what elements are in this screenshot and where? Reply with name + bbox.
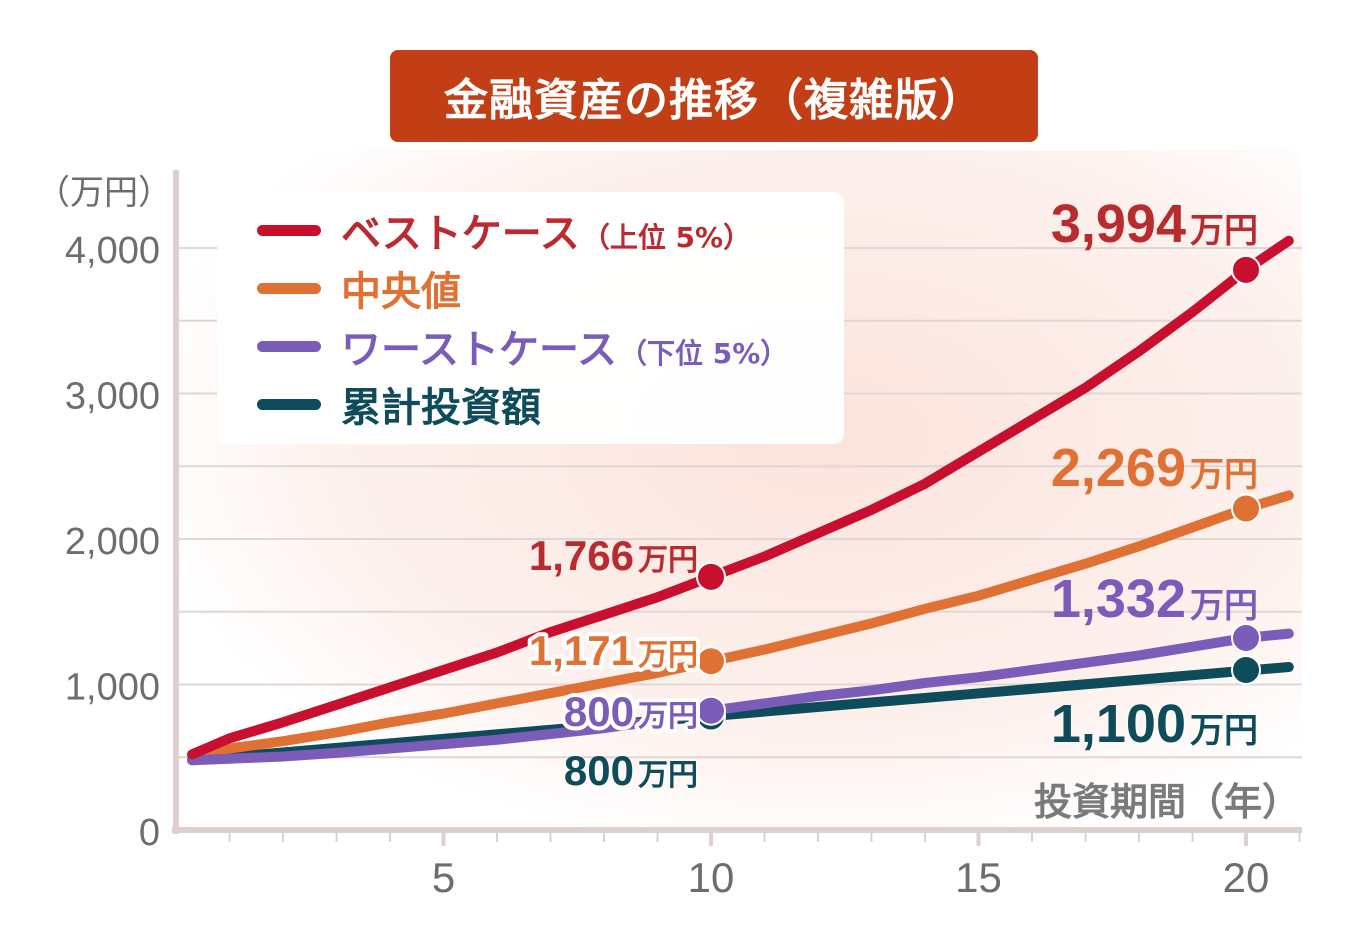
data-label-3: 800 万円 (564, 747, 698, 794)
data-label-unit: 万円 (638, 699, 698, 734)
legend-item-worst: ワーストケース（下位 5%） (257, 316, 788, 376)
data-label-0: 3,994 万円 (1051, 194, 1258, 254)
data-label-unit: 万円 (638, 638, 698, 673)
data-marker-2 (1231, 622, 1261, 653)
data-label-1: 1,171 万円 (529, 627, 698, 674)
series-line-3 (187, 662, 1294, 766)
chart-title: 金融資産の推移（複雑版） (444, 75, 984, 126)
legend-swatch-invested (257, 398, 321, 410)
legend-name-worst: ワーストケース (341, 327, 617, 373)
data-label-value: 1,766 (529, 532, 634, 579)
data-label-value: 800 (564, 688, 634, 735)
data-label-value: 3,994 (1051, 194, 1186, 254)
legend-swatch-worst (257, 340, 321, 352)
legend-label-median: 中央値 (341, 269, 461, 315)
legend-label-best: ベストケース（上位 5%） (341, 201, 751, 259)
data-label-1: 2,269 万円 (1051, 438, 1258, 498)
data-label-value: 1,171 (529, 627, 634, 674)
legend-item-invested: 累計投資額 (257, 374, 541, 434)
data-marker-2 (696, 695, 726, 726)
data-marker-0 (1231, 254, 1261, 285)
data-label-value: 800 (564, 747, 634, 794)
data-markers (696, 254, 1261, 732)
series-lines (187, 235, 1294, 766)
data-label-2: 1,332 万円 (1051, 569, 1258, 629)
series-line-2 (187, 628, 1294, 766)
legend-suffix-worst: （下位 5%） (619, 337, 789, 370)
data-label-unit: 万円 (1190, 455, 1258, 495)
legend-label-invested: 累計投資額 (341, 385, 541, 431)
axes: 0 1,000 2,000 3,000 4,000 5 10 15 20 （万円） 投資期間（年） (36, 170, 1302, 901)
y-tick-label: 2,000 (65, 521, 160, 563)
x-tick-label: 20 (1223, 854, 1270, 901)
data-label-unit: 万円 (1190, 586, 1258, 626)
data-label-unit: 万円 (1190, 211, 1258, 251)
series-line-1 (187, 490, 1294, 763)
data-label-value: 1,100 (1051, 694, 1186, 754)
y-tick-label: 0 (139, 812, 160, 854)
series-line-0 (187, 235, 1294, 760)
x-axis-label: 投資期間（年） (1034, 780, 1300, 824)
data-label-3: 1,100 万円 (1051, 694, 1258, 754)
data-label-value: 1,332 (1051, 569, 1186, 629)
data-marker-3 (1231, 654, 1261, 685)
legend-item-median: 中央値 (257, 258, 461, 318)
legend-swatch-median (257, 282, 321, 294)
y-tick-label: 1,000 (65, 667, 160, 709)
x-tick-label: 5 (432, 854, 455, 901)
data-label-unit: 万円 (638, 758, 698, 793)
data-label-unit: 万円 (638, 543, 698, 578)
x-tick-label: 10 (688, 854, 735, 901)
legend-suffix-best: （上位 5%） (581, 221, 752, 254)
y-axis-label: （万円） (36, 173, 172, 213)
y-tick-label: 3,000 (65, 376, 160, 418)
data-label-value: 2,269 (1051, 438, 1186, 498)
y-tick-label: 4,000 (65, 230, 160, 272)
data-label-2: 800 万円 (564, 688, 698, 735)
data-label-unit: 万円 (1190, 711, 1258, 751)
legend-swatch-best (257, 224, 321, 236)
data-marker-1 (1231, 493, 1261, 524)
legend-item-best: ベストケース（上位 5%） (257, 200, 751, 260)
legend: ベストケース（上位 5%） 中央値 ワーストケース（下位 5%） 累計投資額 (217, 192, 844, 444)
x-tick-label: 15 (955, 854, 1002, 901)
data-marker-1 (696, 646, 726, 677)
data-label-0: 1,766 万円 (529, 532, 698, 579)
chart-title-box: 金融資産の推移（複雑版） (390, 50, 1038, 142)
legend-label-worst: ワーストケース（下位 5%） (341, 317, 788, 375)
legend-name-best: ベストケース (341, 211, 580, 257)
data-marker-0 (696, 561, 726, 592)
